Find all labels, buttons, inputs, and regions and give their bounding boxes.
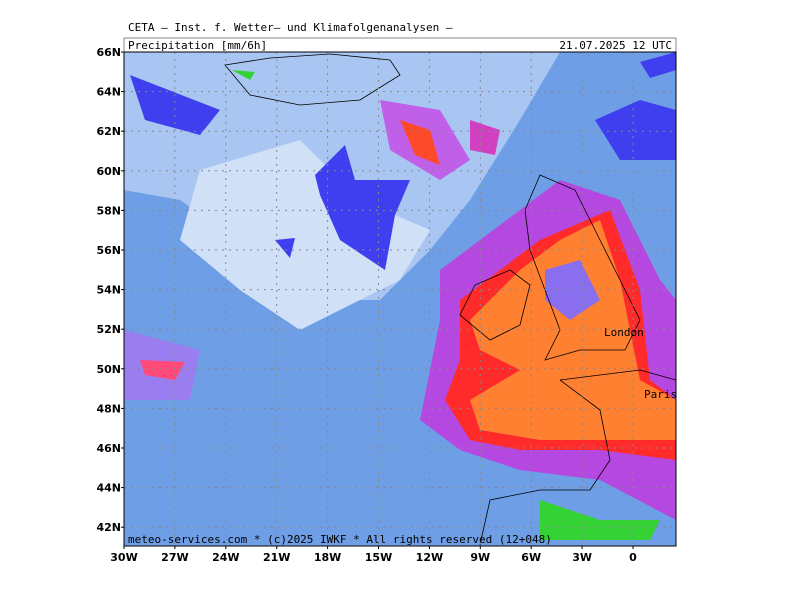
lon-label: 15W: [365, 551, 392, 564]
lon-label: 24W: [212, 551, 239, 564]
lat-label: 56N: [96, 244, 121, 257]
precip-field: [124, 52, 676, 546]
valid-time: 21.07.2025 12 UTC: [559, 39, 672, 52]
coastlines: [224, 53, 676, 546]
lat-label: 60N: [96, 165, 121, 178]
lon-label: 27W: [161, 551, 188, 564]
map-frame: [123, 51, 677, 547]
lon-label: 30W: [110, 551, 137, 564]
lat-label: 44N: [96, 482, 121, 495]
footer: meteo-services.com * (c)2025 IWKF * All …: [128, 533, 552, 546]
lon-label: 18W: [314, 551, 341, 564]
lat-label: 42N: [96, 521, 121, 534]
lon-label: 3W: [572, 551, 592, 564]
lat-label: 48N: [96, 402, 121, 415]
graticule: [124, 52, 676, 546]
lat-label: 46N: [96, 442, 121, 455]
map-title: Precipitation [mm/6h]: [128, 39, 267, 52]
institute: CETA – Inst. f. Wetter– und Klimafolgena…: [128, 21, 453, 34]
lat-label: 62N: [96, 125, 121, 138]
lon-label: 6W: [521, 551, 541, 564]
lon-label: 21W: [263, 551, 290, 564]
lat-label: 52N: [96, 323, 121, 336]
lat-label: 66N: [96, 46, 121, 59]
lon-label: 12W: [416, 551, 443, 564]
city-label: Paris: [644, 388, 677, 401]
lat-label: 54N: [96, 284, 121, 297]
lat-label: 50N: [96, 363, 121, 376]
city-label: London: [604, 326, 644, 339]
lon-label: 0: [629, 551, 637, 564]
lat-label: 58N: [96, 204, 121, 217]
lat-label: 64N: [96, 86, 121, 99]
lon-label: 9W: [470, 551, 490, 564]
